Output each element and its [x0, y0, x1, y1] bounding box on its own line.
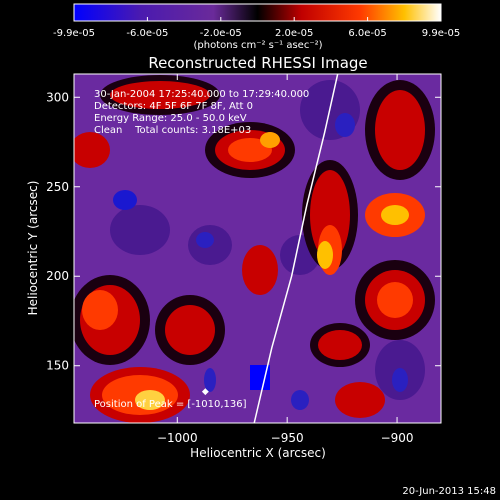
heatmap-region	[317, 241, 333, 269]
colorbar: -9.9e-05 -6.0e-05 -2.0e-05 2.0e-05 6.0e-05 9.…	[53, 3, 460, 51]
heatmap-region	[242, 245, 278, 295]
x-tick-label: −1000	[157, 431, 198, 445]
heatmap-region	[335, 113, 355, 137]
heatmap-region	[392, 368, 408, 392]
y-axis-label: Heliocentric Y (arcsec)	[26, 181, 40, 316]
y-tick-label: 200	[46, 269, 69, 283]
heatmap-region	[291, 390, 309, 410]
clean-counts-label: Clean Total counts: 3.18E+03	[94, 125, 251, 136]
heatmap-region	[110, 81, 210, 109]
colorbar-tick-label: 6.0e-05	[348, 28, 386, 39]
x-tick-label: −900	[381, 431, 414, 445]
x-tick-label: −950	[271, 431, 304, 445]
plot-frame	[73, 73, 442, 424]
colorbar-tick-label: 2.0e-05	[275, 28, 313, 39]
colorbar-gradient	[73, 3, 442, 22]
heatmap-region	[204, 368, 216, 392]
heatmap-region	[228, 138, 272, 162]
detectors-label: Detectors: 4F 5F 6F 7F 8F, Att 0	[94, 101, 253, 112]
heatmap-region	[250, 365, 270, 390]
colorbar-tick-label: -9.9e-05	[53, 28, 95, 39]
time-range-label: 30-Jan-2004 17:25:40.000 to 17:29:40.000	[94, 89, 309, 100]
peak-marker: ◆	[202, 387, 209, 397]
heatmap-image	[74, 75, 435, 423]
heatmap-region	[318, 330, 362, 360]
peak-position-label: Position of Peak = [-1010,136]	[94, 399, 247, 410]
colorbar-unit: (photons cm⁻² s⁻¹ asec⁻²)	[193, 40, 322, 51]
y-tick-label: 300	[46, 90, 69, 104]
solar-limb-line	[253, 74, 339, 423]
heatmap-region	[74, 132, 110, 168]
y-tick-label: 250	[46, 180, 69, 194]
colorbar-tick-label: -2.0e-05	[200, 28, 242, 39]
x-axis-label: Heliocentric X (arcsec)	[190, 446, 326, 460]
heatmap-region	[135, 390, 165, 410]
colorbar-ticks: -9.9e-05 -6.0e-05 -2.0e-05 2.0e-05 6.0e-05 9.…	[53, 17, 460, 39]
colorbar-tick-label: 9.9e-05	[422, 28, 460, 39]
energy-range-label: Energy Range: 25.0 - 50.0 keV	[94, 113, 247, 124]
chart-title: Reconstructed RHESSI Image	[148, 54, 367, 72]
axis-ticks: −1000 −950 −900 150 200 250 300	[46, 74, 441, 445]
plot-area: ◆ −1000 −950 −900 150 200 250 300 30-Jan-2004 …	[46, 73, 442, 445]
heatmap-region	[381, 205, 409, 225]
heatmap-region	[335, 382, 385, 418]
heatmap-region	[113, 190, 137, 210]
colorbar-tick-label: -6.0e-05	[126, 28, 168, 39]
heatmap-region	[82, 290, 118, 330]
heatmap-region	[196, 232, 214, 248]
heatmap-region	[260, 132, 280, 148]
heatmap-region	[165, 305, 215, 355]
heatmap-region	[377, 282, 413, 318]
footer-timestamp: 20-Jun-2013 15:48	[402, 486, 496, 497]
y-tick-label: 150	[46, 359, 69, 373]
heatmap-region	[110, 205, 170, 255]
heatmap-region	[375, 90, 425, 170]
